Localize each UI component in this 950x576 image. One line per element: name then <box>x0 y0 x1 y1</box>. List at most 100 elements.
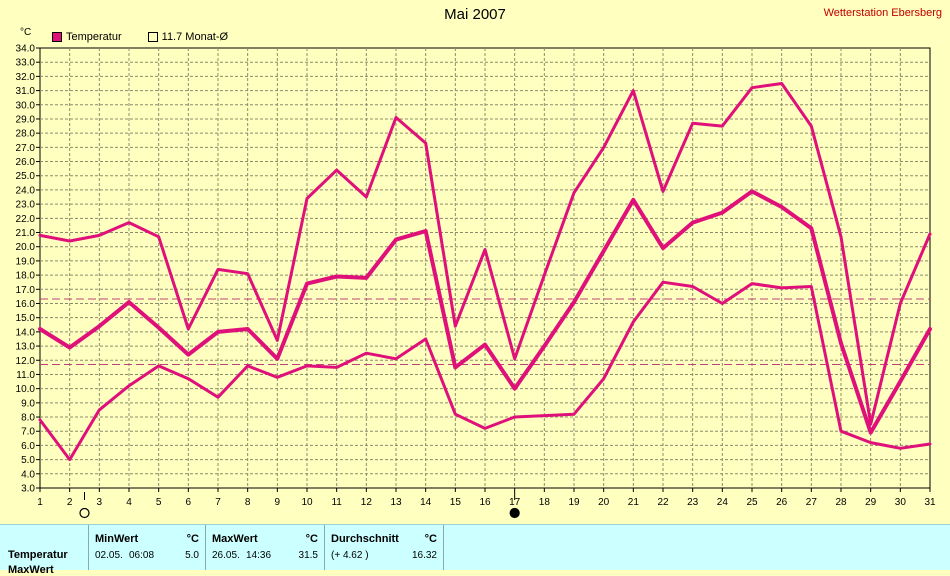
full-moon-icon <box>509 507 520 519</box>
average-value: 16.32 <box>411 550 437 561</box>
row-label-maxwert: MaxWert <box>8 564 54 576</box>
min-unit: °C <box>186 533 199 545</box>
max-header: MaxWert <box>212 533 258 545</box>
y-tick-label: 32.0 <box>16 72 36 83</box>
chart-title: Mai 2007 <box>444 6 506 23</box>
x-tick-label: 12 <box>361 497 373 508</box>
x-tick-label: 20 <box>598 497 610 508</box>
x-tick-label: 6 <box>186 497 192 508</box>
x-tick-label: 14 <box>420 497 432 508</box>
y-tick-label: 23.0 <box>16 200 36 211</box>
x-tick-label: 31 <box>924 497 936 508</box>
legend-item-temperatur: Temperatur <box>52 31 122 43</box>
y-tick-label: 29.0 <box>16 114 36 125</box>
x-tick-label: 4 <box>126 497 132 508</box>
series-line-min <box>38 280 932 462</box>
x-tick-label: 7 <box>215 497 221 508</box>
row-label-temperatur: Temperatur <box>8 549 68 561</box>
y-tick-label: 12.0 <box>16 356 36 367</box>
y-tick-label: 18.0 <box>16 271 36 282</box>
x-tick-label: 18 <box>539 497 551 508</box>
y-tick-label: 19.0 <box>16 256 36 267</box>
average-unit: °C <box>424 533 437 545</box>
max-time: 14:36 <box>246 550 272 561</box>
x-tick-label: 27 <box>806 497 818 508</box>
average-delta: (+ 4.62 ) <box>331 550 369 561</box>
x-tick-label: 5 <box>156 497 162 508</box>
y-tick-label: 13.0 <box>16 342 36 353</box>
x-tick-label: 26 <box>776 497 788 508</box>
y-tick-label: 25.0 <box>16 171 36 182</box>
x-tick-label: 11 <box>331 497 342 508</box>
y-tick-label: 3.0 <box>21 484 35 495</box>
legend-swatch-empty <box>147 32 158 42</box>
x-tick-label: 9 <box>275 497 281 508</box>
y-tick-label: 8.0 <box>21 413 35 424</box>
new-moon-icon <box>79 507 90 519</box>
x-tick-label: 2 <box>67 497 73 508</box>
x-tick-label: 13 <box>390 497 402 508</box>
x-tick-label: 28 <box>835 497 847 508</box>
y-tick-label: 33.0 <box>16 58 36 69</box>
average-header: Durchschnitt <box>331 533 399 545</box>
temperature-chart: 3.0 4.0 5.0 6.0 7.0 8.0 9.0 10.0 11.0 12.0 13.0 14.… <box>16 44 936 519</box>
y-tick-label: 16.0 <box>16 299 36 310</box>
y-tick-label: 20.0 <box>16 242 36 253</box>
legend: Temperatur 11.7 Monat-Ø <box>52 31 254 43</box>
y-tick-label: 4.0 <box>21 469 35 480</box>
y-tick-label: 15.0 <box>16 313 36 324</box>
y-tick-label: 10.0 <box>16 384 36 395</box>
max-column: MaxWert °C 26.05. 14:36 31.5 <box>205 525 325 570</box>
x-tick-label: 15 <box>450 497 462 508</box>
y-tick-label: 21.0 <box>16 228 36 239</box>
y-tick-label: 31.0 <box>16 86 36 97</box>
summary-table: Temperatur MaxWert MinWert °C 02.05. 06:… <box>0 525 444 576</box>
x-tick-label: 19 <box>568 497 580 508</box>
x-tick-label: 16 <box>479 497 491 508</box>
y-axis-unit: °C <box>20 27 32 38</box>
max-value: 31.5 <box>298 550 318 561</box>
series-line-mean <box>38 189 932 435</box>
legend-label: Temperatur <box>66 31 122 43</box>
y-tick-label: 24.0 <box>16 185 36 196</box>
y-tick-label: 7.0 <box>21 427 35 438</box>
y-tick-label: 22.0 <box>16 214 36 225</box>
x-tick-label: 17 <box>509 497 521 508</box>
y-tick-label: 26.0 <box>16 157 36 168</box>
min-column: MinWert °C 02.05. 06:08 5.0 <box>88 525 206 570</box>
x-tick-label: 22 <box>657 497 669 508</box>
max-date: 26.05. <box>212 550 240 561</box>
row-labels: Temperatur MaxWert <box>0 525 89 576</box>
x-tick-label: 8 <box>245 497 251 508</box>
summary-panel: Temperatur MaxWert MinWert °C 02.05. 06:… <box>0 524 950 576</box>
legend-item-monthly-average: 11.7 Monat-Ø <box>147 31 229 43</box>
y-tick-label: 5.0 <box>21 455 35 466</box>
x-tick-label: 24 <box>717 497 729 508</box>
x-tick-label: 23 <box>687 497 699 508</box>
x-tick-label: 1 <box>37 497 43 508</box>
station-name: Wetterstation Ebersberg <box>823 7 942 19</box>
min-header: MinWert <box>95 533 139 545</box>
y-tick-label: 9.0 <box>21 398 35 409</box>
x-tick-label: 29 <box>865 497 877 508</box>
x-tick-label: 10 <box>301 497 313 508</box>
min-value: 5.0 <box>185 550 199 561</box>
x-tick-label: 30 <box>895 497 907 508</box>
y-tick-label: 17.0 <box>16 285 36 296</box>
min-time: 06:08 <box>129 550 155 561</box>
y-tick-label: 27.0 <box>16 143 36 154</box>
y-tick-label: 6.0 <box>21 441 35 452</box>
y-tick-label: 34.0 <box>16 44 36 55</box>
average-column: Durchschnitt °C (+ 4.62 ) 16.32 <box>324 525 444 570</box>
y-tick-label: 11.0 <box>16 370 35 381</box>
min-date: 02.05. <box>95 550 123 561</box>
legend-label: 11.7 Monat-Ø <box>161 31 229 43</box>
max-unit: °C <box>305 533 318 545</box>
y-tick-label: 14.0 <box>16 327 36 338</box>
legend-swatch-filled <box>52 32 62 42</box>
series-line-max <box>38 82 932 426</box>
x-tick-label: 25 <box>746 497 758 508</box>
y-tick-label: 28.0 <box>16 129 36 140</box>
x-tick-label: 21 <box>628 497 640 508</box>
y-tick-label: 30.0 <box>16 100 36 111</box>
